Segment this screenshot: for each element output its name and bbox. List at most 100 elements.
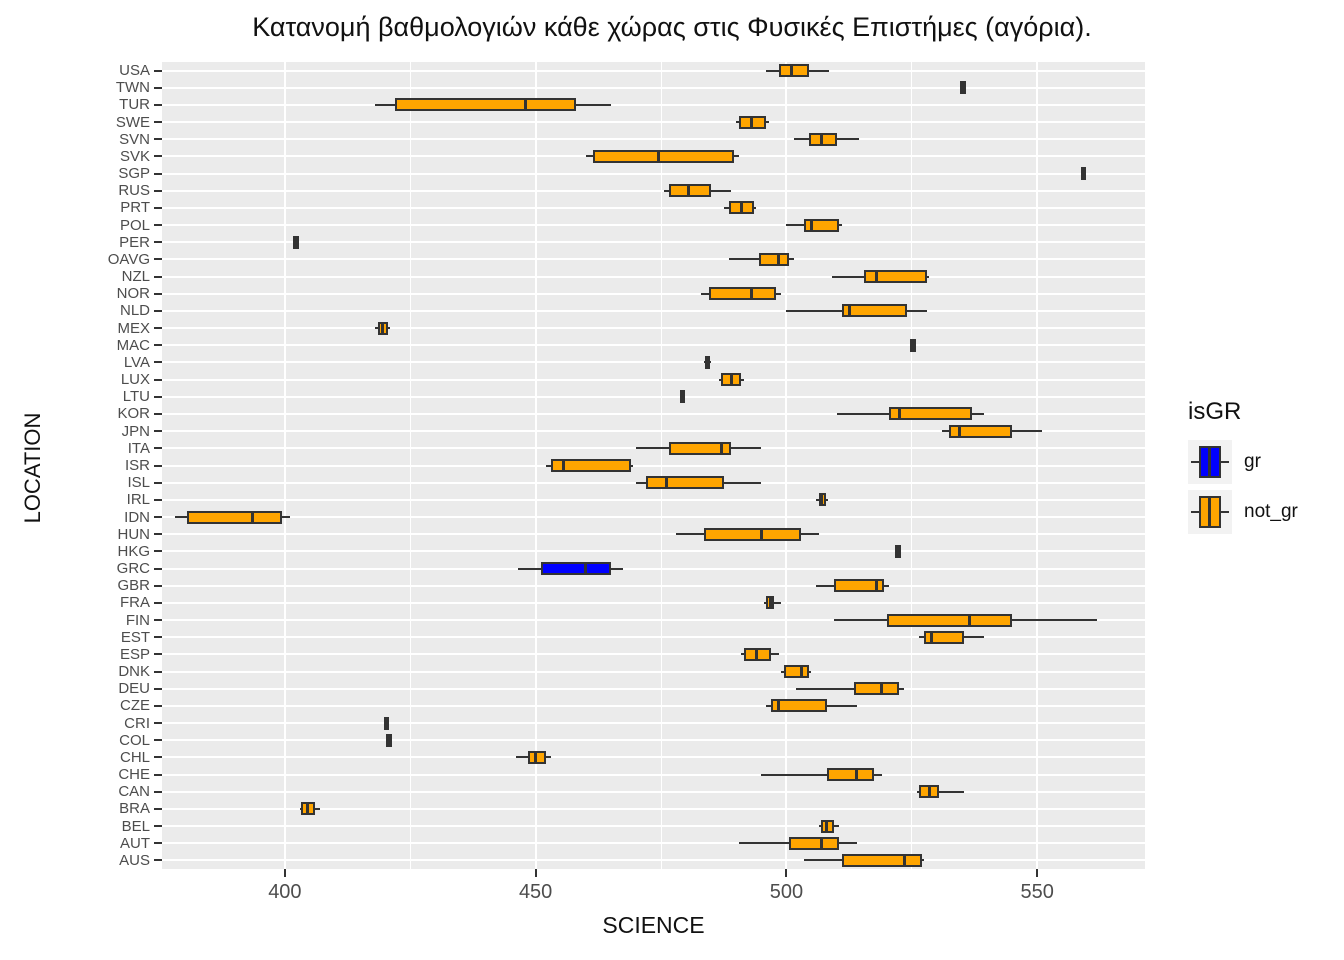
y-tick-mark bbox=[154, 619, 162, 622]
x-tick-label: 550 bbox=[1020, 881, 1054, 903]
boxplot-box-KOR bbox=[889, 407, 972, 421]
plot-panel bbox=[162, 62, 1145, 869]
gridline-major bbox=[785, 62, 788, 869]
x-tick-mark bbox=[534, 869, 537, 877]
gridline-horizontal bbox=[162, 121, 1145, 124]
gridline-minor bbox=[409, 62, 411, 869]
y-tick-label-IRL: IRL bbox=[126, 491, 150, 509]
gridline-horizontal bbox=[162, 309, 1145, 312]
legend-title: isGR bbox=[1188, 398, 1242, 425]
y-tick-mark bbox=[154, 138, 162, 141]
y-tick-label-POL: POL bbox=[119, 216, 150, 234]
y-tick-mark bbox=[154, 516, 162, 518]
boxplot-median-GBR bbox=[875, 579, 879, 593]
boxplot-median-CAN bbox=[927, 785, 931, 799]
y-tick-mark bbox=[154, 584, 162, 587]
y-tick-mark bbox=[154, 704, 162, 707]
y-tick-label-IDN: IDN bbox=[124, 508, 150, 526]
boxplot-median-IRL bbox=[820, 493, 823, 507]
gridline-major bbox=[283, 62, 286, 869]
legend-item-gr: gr bbox=[1188, 440, 1338, 484]
gridline-horizontal bbox=[162, 601, 1145, 604]
boxplot-median-HKG bbox=[895, 544, 899, 558]
legend-key-not_gr bbox=[1188, 490, 1232, 534]
gridline-horizontal bbox=[162, 224, 1145, 227]
y-tick-label-CHE: CHE bbox=[118, 766, 150, 784]
y-tick-label-GBR: GBR bbox=[117, 577, 150, 595]
gridline-horizontal bbox=[162, 739, 1145, 742]
boxplot-median-TUR bbox=[524, 98, 528, 112]
boxplot-median-ITA bbox=[719, 441, 723, 455]
gridline-horizontal bbox=[162, 292, 1145, 295]
boxplot-whisker-CHE bbox=[761, 773, 882, 776]
x-tick-label: 450 bbox=[518, 881, 553, 903]
boxplot-box-JPN bbox=[949, 424, 1013, 438]
boxplot-median-RUS bbox=[687, 184, 691, 198]
boxplot-median-POL bbox=[809, 218, 813, 232]
y-tick-mark bbox=[154, 601, 162, 604]
gridline-horizontal bbox=[162, 567, 1145, 570]
gridline-horizontal bbox=[162, 584, 1145, 587]
boxplot-box-SVK bbox=[593, 149, 734, 163]
y-tick-mark bbox=[154, 825, 162, 828]
boxplot-median-MEX bbox=[381, 321, 385, 335]
y-tick-label-MAC: MAC bbox=[116, 336, 150, 354]
boxplot-box-NOR bbox=[708, 287, 777, 301]
gridline-horizontal bbox=[162, 498, 1145, 501]
boxplot-median-TWN bbox=[960, 81, 964, 95]
boxplot-median-GRC bbox=[584, 562, 588, 576]
y-tick-mark bbox=[154, 121, 162, 124]
y-tick-label-NZL: NZL bbox=[121, 268, 150, 286]
y-tick-label-DEU: DEU bbox=[118, 680, 150, 698]
gridline-horizontal bbox=[162, 722, 1145, 725]
y-tick-mark bbox=[154, 395, 162, 398]
y-tick-label-CRI: CRI bbox=[124, 714, 150, 732]
x-tick-label: 400 bbox=[268, 881, 302, 903]
y-tick-label-BEL: BEL bbox=[121, 817, 150, 835]
boxplot-median-KOR bbox=[897, 407, 901, 421]
y-tick-mark bbox=[154, 739, 162, 742]
legend-item-label: not_gr bbox=[1244, 501, 1298, 522]
boxplot-median-IDN bbox=[250, 510, 254, 524]
y-tick-mark bbox=[154, 292, 162, 295]
boxplot-box-OAVG bbox=[758, 252, 789, 266]
boxplot-box-ITA bbox=[668, 441, 732, 455]
boxplot-median-SVK bbox=[657, 149, 660, 163]
y-tick-label-TUR: TUR bbox=[119, 96, 150, 114]
y-tick-mark bbox=[154, 481, 162, 484]
y-tick-mark bbox=[154, 498, 162, 501]
y-tick-label-HKG: HKG bbox=[117, 542, 150, 560]
gridline-horizontal bbox=[162, 172, 1145, 175]
boxplot-median-PER bbox=[293, 235, 297, 249]
boxplot-median-SVN bbox=[820, 132, 823, 146]
y-tick-mark bbox=[154, 412, 162, 415]
y-tick-mark bbox=[154, 653, 162, 656]
gridline-horizontal bbox=[162, 807, 1145, 810]
y-tick-label-AUT: AUT bbox=[120, 834, 150, 852]
boxplot-median-HUN bbox=[759, 527, 763, 541]
boxplot-median-PRT bbox=[739, 201, 743, 215]
y-tick-mark bbox=[154, 773, 162, 776]
y-tick-mark bbox=[154, 636, 162, 639]
y-tick-label-ISR: ISR bbox=[124, 457, 150, 474]
gridline-horizontal bbox=[162, 344, 1145, 347]
gridline-horizontal bbox=[162, 412, 1145, 415]
gridline-horizontal bbox=[162, 756, 1145, 759]
y-tick-mark bbox=[154, 807, 162, 810]
y-tick-label-ISL: ISL bbox=[127, 474, 150, 492]
y-axis-labels: USA TWN TUR SWE SVN SVK SGP RUS PRT POL PER OAVG NZL… bbox=[40, 62, 150, 869]
y-tick-label-CHL: CHL bbox=[119, 748, 150, 766]
y-tick-label-LUX: LUX bbox=[120, 371, 150, 389]
y-tick-label-SVK: SVK bbox=[119, 147, 150, 165]
y-tick-label-NLD: NLD bbox=[119, 302, 150, 320]
gridline-minor bbox=[660, 62, 662, 869]
gridline-horizontal bbox=[162, 275, 1145, 278]
boxplot-median-CZE bbox=[777, 699, 781, 713]
y-tick-label-RUS: RUS bbox=[118, 182, 150, 200]
boxplot-box-DNK bbox=[783, 665, 809, 679]
y-tick-mark bbox=[154, 430, 162, 433]
boxplot-median-NOR bbox=[749, 287, 753, 301]
boxplot-median-COL bbox=[386, 733, 390, 747]
y-tick-mark bbox=[154, 344, 162, 347]
